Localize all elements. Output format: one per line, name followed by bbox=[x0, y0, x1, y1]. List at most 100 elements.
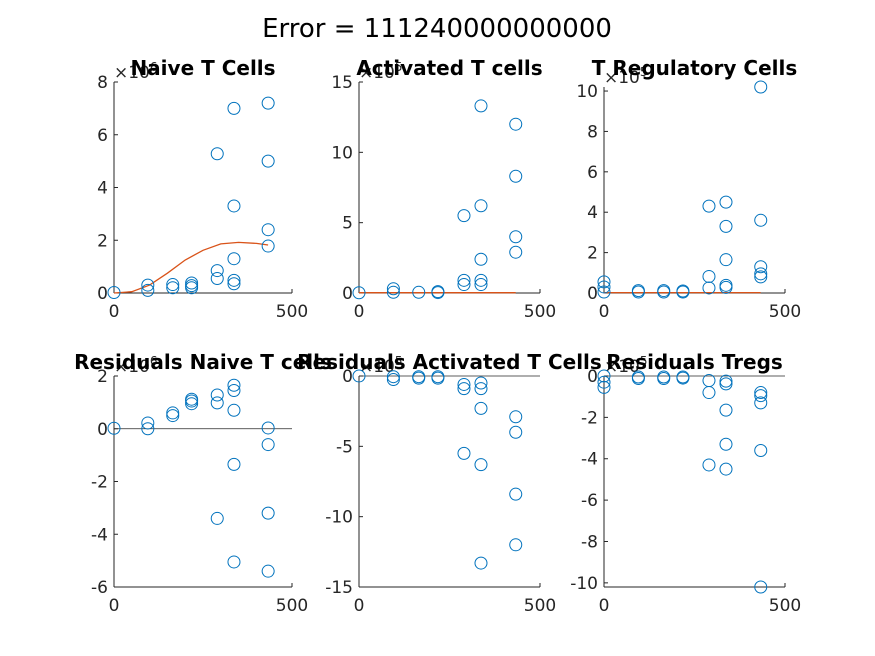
data-point bbox=[754, 260, 768, 274]
data-point bbox=[474, 458, 488, 472]
axis-exponent-label: ×106 bbox=[114, 60, 158, 83]
data-point bbox=[719, 377, 733, 391]
y-tick-label: -2 bbox=[581, 408, 598, 428]
y-tick-label: 0 bbox=[342, 367, 353, 387]
data-point bbox=[509, 487, 523, 501]
data-point bbox=[261, 438, 275, 452]
data-point bbox=[185, 276, 199, 290]
data-point bbox=[166, 281, 180, 295]
y-tick-label: 10 bbox=[576, 82, 598, 102]
data-point bbox=[457, 209, 471, 223]
y-tick-label: 8 bbox=[587, 122, 598, 142]
data-point bbox=[719, 462, 733, 476]
data-point bbox=[227, 403, 241, 417]
data-point bbox=[457, 382, 471, 396]
data-point bbox=[719, 403, 733, 417]
data-point bbox=[185, 397, 199, 411]
data-point bbox=[261, 96, 275, 110]
x-tick-label: 0 bbox=[599, 596, 610, 616]
y-tick-label: -8 bbox=[581, 532, 598, 552]
x-tick-label: 0 bbox=[354, 596, 365, 616]
data-point bbox=[227, 378, 241, 392]
y-tick-label: -2 bbox=[91, 473, 108, 493]
data-point bbox=[754, 443, 768, 457]
data-point bbox=[474, 401, 488, 415]
data-point bbox=[185, 392, 199, 406]
data-point bbox=[474, 556, 488, 570]
data-point bbox=[261, 239, 275, 253]
subplot-title: T Regulatory Cells bbox=[592, 56, 798, 80]
data-point bbox=[141, 422, 155, 436]
data-point bbox=[474, 278, 488, 292]
data-point bbox=[107, 421, 121, 435]
data-point bbox=[474, 99, 488, 113]
y-tick-label: 5 bbox=[342, 214, 353, 234]
data-point bbox=[227, 277, 241, 291]
data-point bbox=[719, 374, 733, 388]
data-point bbox=[166, 278, 180, 292]
data-point bbox=[261, 564, 275, 578]
data-point bbox=[386, 373, 400, 387]
data-point bbox=[754, 270, 768, 284]
data-point bbox=[431, 371, 445, 385]
data-point bbox=[141, 416, 155, 430]
axis-exponent-label: ×106 bbox=[114, 354, 158, 377]
data-point bbox=[631, 371, 645, 385]
data-point bbox=[474, 273, 488, 287]
data-point bbox=[657, 371, 671, 385]
data-point bbox=[754, 386, 768, 400]
data-point bbox=[210, 271, 224, 285]
model-fit-line bbox=[113, 241, 269, 294]
data-point bbox=[261, 421, 275, 435]
y-tick-label: 6 bbox=[587, 163, 598, 183]
data-point bbox=[474, 376, 488, 390]
subplot-title: Activated T cells bbox=[356, 56, 542, 80]
y-tick-label: -10 bbox=[325, 508, 353, 528]
subplot-title: Residuals Tregs bbox=[606, 350, 783, 374]
data-point bbox=[597, 280, 611, 294]
data-point bbox=[509, 410, 523, 424]
data-point bbox=[719, 195, 733, 209]
y-tick-label: 8 bbox=[97, 73, 108, 93]
axis-exponent-label: ×105 bbox=[359, 354, 403, 377]
data-point bbox=[702, 386, 716, 400]
data-point bbox=[702, 269, 716, 283]
data-point bbox=[509, 425, 523, 439]
data-point bbox=[227, 384, 241, 398]
y-tick-label: -4 bbox=[91, 525, 108, 545]
data-point bbox=[210, 147, 224, 161]
data-point bbox=[754, 396, 768, 410]
data-point bbox=[457, 278, 471, 292]
data-point bbox=[352, 286, 366, 300]
x-tick-label: 0 bbox=[109, 596, 120, 616]
data-point bbox=[261, 506, 275, 520]
y-tick-label: 6 bbox=[97, 126, 108, 146]
data-point bbox=[509, 245, 523, 259]
data-point bbox=[597, 369, 611, 383]
data-point bbox=[107, 285, 121, 299]
data-point bbox=[227, 199, 241, 213]
y-tick-label: -15 bbox=[325, 578, 353, 598]
figure-title: Error = 111240000000000 bbox=[262, 14, 612, 44]
axis-exponent-label: ×105 bbox=[604, 65, 648, 88]
x-tick-label: 500 bbox=[769, 596, 801, 616]
x-tick-label: 500 bbox=[276, 302, 308, 322]
y-tick-label: -5 bbox=[336, 437, 353, 457]
y-tick-label: 2 bbox=[97, 367, 108, 387]
data-point bbox=[702, 199, 716, 213]
data-point bbox=[676, 371, 690, 385]
data-point bbox=[352, 369, 366, 383]
y-tick-label: 0 bbox=[587, 284, 598, 304]
axis-exponent-label: ×105 bbox=[359, 60, 403, 83]
data-point bbox=[676, 284, 690, 298]
subplot-title: Naive T Cells bbox=[130, 56, 275, 80]
y-tick-label: 2 bbox=[587, 244, 598, 264]
data-point bbox=[597, 380, 611, 394]
data-point bbox=[227, 273, 241, 287]
y-tick-label: 0 bbox=[97, 420, 108, 440]
data-point bbox=[509, 230, 523, 244]
